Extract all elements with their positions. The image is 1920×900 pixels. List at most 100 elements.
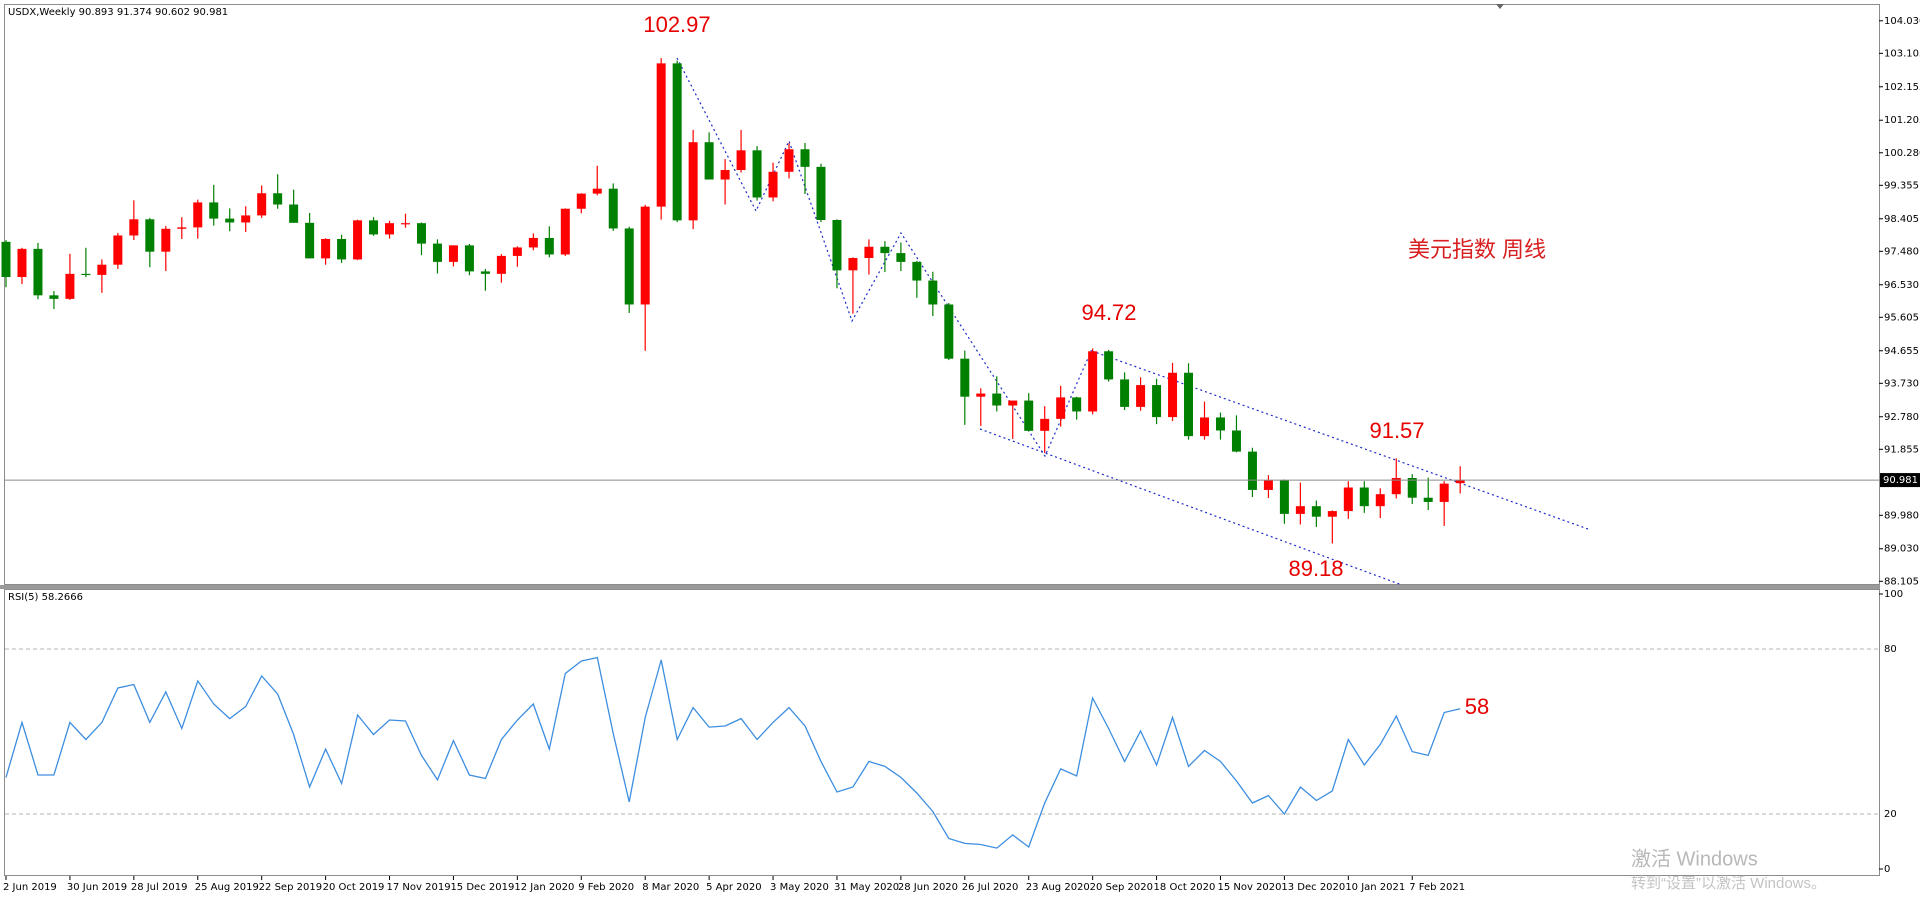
candle-body xyxy=(161,228,171,252)
candle-body xyxy=(560,208,570,255)
candle-body xyxy=(816,166,826,221)
candle-body xyxy=(1375,494,1385,507)
x-tick-label: 28 Jul 2019 xyxy=(131,882,188,893)
candle-body xyxy=(1136,385,1146,407)
y-tick-label: 94.655 xyxy=(1884,346,1919,357)
y-tick-label: 104.030 xyxy=(1884,16,1920,27)
x-tick-label: 13 Dec 2020 xyxy=(1281,882,1345,893)
annotation: 89.18 xyxy=(1288,556,1343,581)
shift-marker xyxy=(1496,4,1504,9)
candle-body xyxy=(864,246,874,259)
candle-body xyxy=(225,218,235,223)
annotation: 91.57 xyxy=(1369,418,1424,443)
y-tick-label: 99.355 xyxy=(1884,180,1919,191)
candle-body xyxy=(401,223,410,225)
candle-body xyxy=(305,222,315,259)
candle-body xyxy=(672,63,682,221)
candle-body xyxy=(752,150,762,198)
y-tick-label: 89.030 xyxy=(1884,544,1919,555)
y-tick-label: 102.155 xyxy=(1884,82,1920,93)
candle-body xyxy=(289,204,299,223)
candle-body xyxy=(17,248,27,278)
candle-body xyxy=(688,142,698,221)
candle-body xyxy=(353,220,363,260)
watermark: 激活 Windows xyxy=(1631,847,1758,870)
candle-body xyxy=(432,243,442,262)
rsi-panel-frame xyxy=(4,589,1880,876)
candle-body xyxy=(1295,506,1305,514)
x-tick-label: 20 Sep 2020 xyxy=(1090,882,1153,893)
candle-body xyxy=(624,228,634,305)
candle-body xyxy=(49,295,59,299)
candle-body xyxy=(385,223,395,235)
x-tick-label: 15 Nov 2020 xyxy=(1217,882,1281,893)
candle-body xyxy=(1168,372,1178,418)
candle-body xyxy=(944,304,954,359)
chart-subtitle: 美元指数 周线 xyxy=(1408,237,1546,262)
chart-header: USDX,Weekly 90.893 91.374 90.602 90.981 xyxy=(8,7,228,18)
candle-body xyxy=(1231,430,1241,452)
x-tick-label: 9 Feb 2020 xyxy=(578,882,634,893)
trend-lines xyxy=(676,57,1589,586)
candle-body xyxy=(1088,351,1098,412)
candle-body xyxy=(1152,385,1162,418)
candle-body xyxy=(880,246,890,254)
x-tick-label: 10 Jan 2021 xyxy=(1345,882,1405,893)
y-tick-label: 0 xyxy=(1884,864,1890,875)
candle-body xyxy=(528,237,538,248)
candle-body xyxy=(1439,483,1449,502)
candle-body xyxy=(608,188,618,229)
candle-body xyxy=(848,258,858,271)
candle-body xyxy=(592,188,602,194)
y-tick-label: 88.105 xyxy=(1884,576,1919,587)
x-tick-label: 5 Apr 2020 xyxy=(706,882,761,893)
candle-body xyxy=(1184,372,1194,437)
candle-body xyxy=(273,193,283,205)
annotation: 58 xyxy=(1465,694,1489,719)
y-tick-label: 95.605 xyxy=(1884,312,1919,323)
candle-body xyxy=(576,193,586,209)
candle-body xyxy=(1215,417,1225,431)
candle-body xyxy=(512,247,522,256)
candle-body xyxy=(464,245,474,272)
current-price-box xyxy=(1880,473,1920,488)
candle-body xyxy=(321,239,331,259)
x-tick-label: 23 Aug 2020 xyxy=(1026,882,1090,893)
candle-body xyxy=(896,253,906,262)
candle-body xyxy=(145,219,155,252)
y-tick-label: 103.105 xyxy=(1884,48,1920,59)
candle-body xyxy=(448,245,458,262)
candle-body xyxy=(1072,397,1082,412)
rsi-header: RSI(5) 58.2666 xyxy=(8,592,83,603)
y-tick-label: 101.205 xyxy=(1884,115,1920,126)
candle-body xyxy=(480,271,490,274)
candle-body xyxy=(768,171,778,198)
candle-body xyxy=(81,273,91,276)
candle-body xyxy=(113,235,123,265)
rsi-line xyxy=(5,656,1461,849)
y-tick-label: 100 xyxy=(1884,589,1903,600)
candle-body xyxy=(1407,477,1417,498)
annotation: 94.72 xyxy=(1081,300,1136,325)
candle-body xyxy=(720,170,730,180)
y-tick-label: 97.480 xyxy=(1884,246,1919,257)
y-tick-label: 80 xyxy=(1884,644,1897,655)
current-price-label: 90.981 xyxy=(1883,475,1918,486)
candle-body xyxy=(1247,451,1257,490)
y-tick-label: 92.780 xyxy=(1884,412,1919,423)
y-tick-label: 98.405 xyxy=(1884,214,1919,225)
candle-body xyxy=(241,215,251,223)
candle-body xyxy=(1327,511,1337,517)
candle-body xyxy=(784,149,794,172)
x-tick-label: 26 Jul 2020 xyxy=(962,882,1019,893)
candle-body xyxy=(1391,477,1401,495)
candle-body xyxy=(704,142,714,180)
candle-body xyxy=(1056,397,1066,419)
candle-body xyxy=(65,273,75,299)
candle-body xyxy=(1040,418,1050,431)
candle-body xyxy=(992,393,1002,406)
candle-body xyxy=(544,237,554,255)
candle-body xyxy=(193,202,203,228)
